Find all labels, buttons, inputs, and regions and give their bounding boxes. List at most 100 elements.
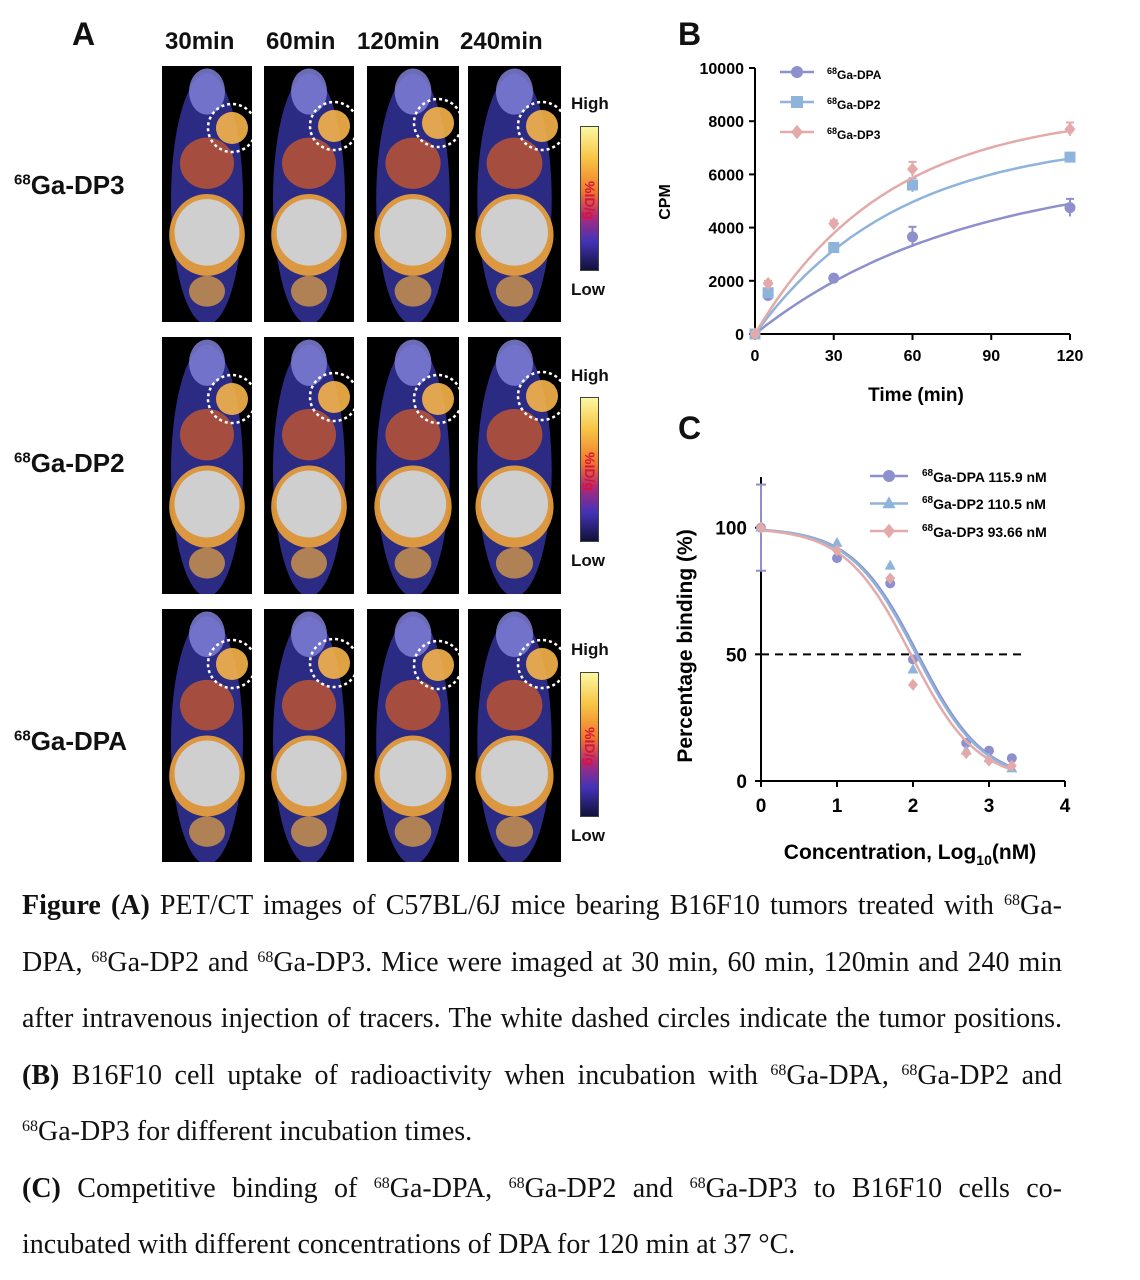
bladder-uptake	[291, 275, 327, 307]
colorbar-low-label-row2: Low	[571, 551, 605, 570]
colorbar-row3	[580, 672, 599, 817]
uptake-data-point	[907, 231, 918, 243]
liver-ct	[276, 470, 342, 538]
tumor-uptake	[422, 383, 454, 415]
heart-uptake	[180, 137, 234, 189]
binding-data-point	[961, 738, 972, 748]
uptake-legend-marker	[791, 66, 803, 78]
binding-data-point	[1006, 753, 1017, 764]
tumor-dashed-circle	[308, 371, 354, 423]
heart-uptake	[385, 408, 441, 461]
liver-ct	[276, 740, 342, 807]
heart-uptake	[385, 137, 441, 189]
mouse-head	[189, 339, 225, 386]
binding-legend-marker	[883, 523, 895, 539]
uptake-legend-marker	[791, 124, 803, 140]
uptake-legend-label-dpa: 68Ga-DPA	[827, 66, 882, 82]
uptake-legend-label-dp2: 68Ga-DP2	[827, 96, 881, 112]
tumor-dashed-circle	[308, 637, 354, 689]
colorbar-low-label-row1: Low	[571, 280, 605, 299]
pet-image-dp3-30min	[162, 66, 252, 322]
row-label-dpa: 68Ga-DPA	[14, 726, 127, 756]
binding-legend-label-dp2: 68Ga-DP2 110.5 nM	[922, 495, 1046, 512]
tumor-uptake	[318, 381, 350, 413]
mouse-head	[495, 339, 534, 386]
tumor-dashed-circle	[516, 100, 561, 152]
pet-image-dp2-120min	[367, 337, 459, 594]
bladder-uptake	[495, 275, 534, 307]
uptake-data-point	[828, 217, 840, 231]
pet-image-dp2-60min	[264, 337, 354, 594]
time-label-60: 60min	[266, 28, 336, 55]
uptake-x-tick-label: 0	[751, 348, 760, 365]
uptake-fit-curve	[754, 202, 1071, 335]
uptake-y-tick-label: 4000	[708, 221, 744, 238]
row-label-dp3: 68Ga-DP3	[14, 170, 125, 200]
panel-b-letter: B	[678, 16, 702, 52]
tumor-dashed-circle	[206, 638, 252, 690]
mouse-head	[394, 611, 432, 658]
tumor-uptake	[526, 110, 558, 142]
tumor-dashed-circle	[516, 638, 561, 690]
tumor-uptake	[216, 383, 248, 415]
binding-x-tick-label: 0	[756, 796, 767, 817]
binding-chart-ylabel: Percentage binding (%)	[674, 529, 697, 762]
binding-data-point	[908, 678, 918, 691]
uptake-chart: 0 2000 4000 6000 8000 10000 0 30 60 90 120 Time (m…	[657, 61, 1083, 406]
liver-ct	[379, 470, 447, 538]
liver-ct	[481, 740, 548, 807]
tumor-dashed-circle	[516, 370, 561, 422]
uptake-x-tick-label: 30	[825, 348, 843, 365]
mouse-head	[291, 339, 327, 386]
binding-data-point	[831, 536, 843, 547]
bladder-uptake	[394, 547, 432, 579]
uptake-data-point	[1064, 202, 1076, 214]
binding-x-tick-label: 4	[1060, 796, 1071, 817]
time-label-240: 240min	[460, 28, 543, 55]
figure-caption: Figure (A) PET/CT images of C57BL/6J mic…	[22, 890, 1063, 1260]
binding-data-point	[832, 553, 842, 564]
heart-uptake	[180, 408, 234, 461]
binding-data-point	[756, 521, 766, 534]
tumor-dashed-circle	[412, 373, 459, 425]
pet-image-dp2-240min	[468, 337, 561, 594]
uptake-y-tick-label: 0	[735, 327, 744, 344]
colorbar-unit-row2: %ID/g	[582, 451, 598, 491]
uptake-y-tick-label: 2000	[708, 274, 744, 291]
bladder-uptake	[394, 816, 432, 847]
uptake-x-tick-label: 90	[982, 348, 1000, 365]
liver-ct	[481, 470, 548, 538]
uptake-legend-marker	[791, 96, 803, 108]
tumor-dashed-circle	[206, 102, 252, 154]
colorbar-high-label-row2: High	[571, 366, 609, 385]
tumor-uptake	[526, 380, 558, 412]
heart-uptake	[282, 408, 336, 461]
uptake-data-point	[762, 287, 774, 299]
heart-uptake	[486, 137, 543, 189]
mouse-head	[394, 339, 432, 386]
colorbar-low-label-row3: Low	[571, 826, 605, 845]
pet-image-dpa-30min	[162, 609, 252, 862]
pet-image-dp3-240min	[468, 66, 561, 322]
mouse-head	[291, 68, 327, 115]
liver-ct	[174, 199, 240, 266]
colorbar-row1	[580, 126, 599, 271]
binding-x-tick-label: 3	[984, 796, 995, 817]
liver-ct	[174, 740, 240, 807]
tumor-uptake	[318, 647, 350, 679]
binding-y-tick-label: 50	[726, 645, 747, 666]
binding-data-point	[884, 559, 896, 570]
pet-image-dp3-60min	[264, 66, 354, 322]
heart-uptake	[180, 679, 234, 731]
colorbar-high-label-row1: High	[571, 94, 609, 113]
tumor-uptake	[216, 112, 248, 144]
uptake-legend-label-dp3: 68Ga-DP3	[827, 126, 881, 142]
row-label-dp2: 68Ga-DP2	[14, 448, 125, 478]
uptake-fit-curve	[753, 157, 1071, 335]
binding-chart-xlabel: Concentration, Log10(nM)	[784, 841, 1036, 868]
binding-data-point	[984, 754, 994, 767]
heart-uptake	[282, 679, 336, 731]
pet-image-dpa-60min	[264, 609, 354, 862]
liver-ct	[379, 740, 447, 807]
uptake-y-tick-label: 6000	[708, 167, 744, 184]
